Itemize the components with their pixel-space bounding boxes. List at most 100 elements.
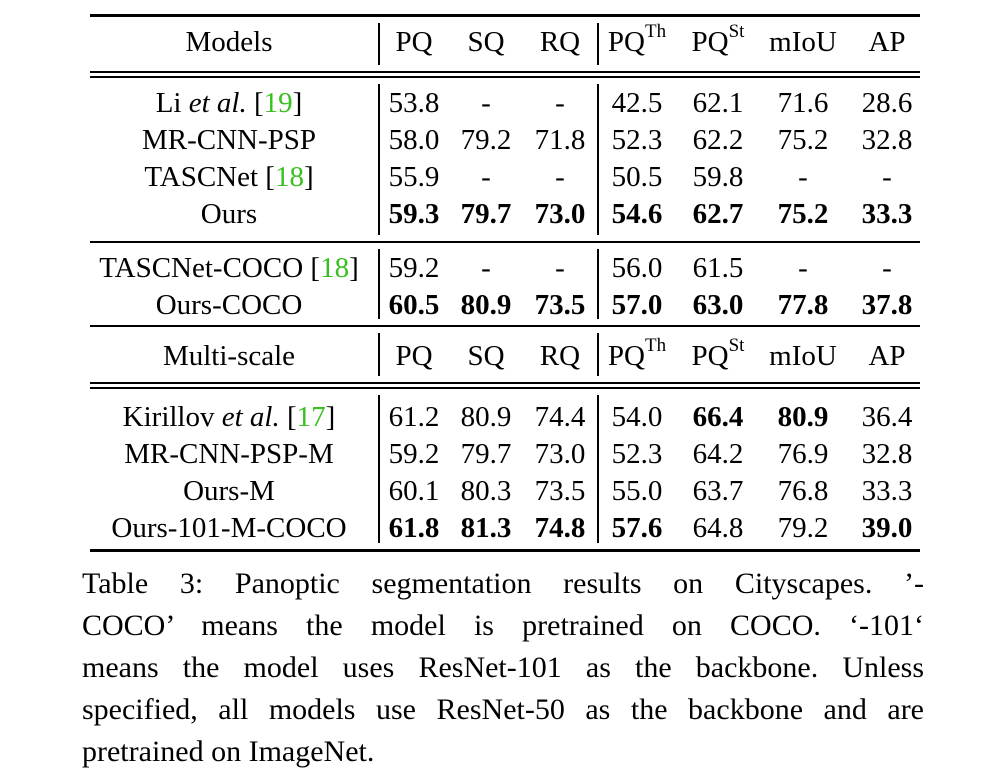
table-cell: 33.3 [861,475,913,507]
table-cell: 58.0 [388,124,440,156]
header-metric: mIoU [758,338,848,374]
table-cell: 79.7 [460,198,512,230]
table-cell: 62.1 [692,87,744,119]
table-cell: 33.3 [861,198,913,230]
table-cell: - [798,252,808,284]
table-cell: 80.9 [460,401,512,433]
table-cell: 61.2 [388,401,440,433]
caption-line: Table 3: Panoptic segmentation results o… [82,567,924,600]
table-cell: - [882,252,892,284]
model-name: Li et al. [19] [155,87,303,119]
header-label: PQ [691,26,729,58]
table-cell: 73.0 [534,438,586,470]
table-cell: 80.9 [460,289,512,321]
table-cell: 55.9 [388,161,440,193]
table-cell: 61.5 [692,252,744,284]
column-separator [597,84,599,235]
header-metric: PQSt [673,336,763,374]
table-cell: - [555,161,565,193]
column-separator [378,395,380,543]
rule-line [90,76,920,78]
header-label: PQ [395,340,433,372]
table-cell: 75.2 [777,124,829,156]
header-metric: PQ [369,338,459,374]
table-cell: 63.7 [692,475,744,507]
table-cell: 57.0 [611,289,663,321]
table-cell: 42.5 [611,87,663,119]
table-cell: 50.5 [611,161,663,193]
header-label: PQ [607,26,645,58]
table-cell: 71.8 [534,124,586,156]
table-cell: 81.3 [460,512,512,544]
header-label: PQ [691,340,729,372]
table-cell: 39.0 [861,512,913,544]
table-cell: 71.6 [777,87,829,119]
caption-line: means the model uses ResNet-101 as the b… [82,651,924,684]
model-name: Ours-COCO [155,289,303,321]
table-cell: - [882,161,892,193]
rule-line [90,387,920,389]
table-cell: 59.3 [388,198,440,230]
model-name: Kirillov et al. [17] [122,401,336,433]
table-cell: 52.3 [611,438,663,470]
caption-line: COCO’ means the model is pretrained on C… [82,609,924,642]
header-label: Multi-scale [162,340,296,372]
table-cell: 64.8 [692,512,744,544]
table-cell: 52.3 [611,124,663,156]
header-metric: RQ [515,338,605,374]
header-label: Models [185,26,273,58]
header-metric: PQSt [673,22,763,60]
table-cell: - [555,87,565,119]
header-metric: SQ [441,338,531,374]
column-separator [597,249,599,319]
header-label: mIoU [769,26,837,58]
table-cell: - [481,161,491,193]
table-cell: 62.2 [692,124,744,156]
column-separator [378,23,380,65]
table-cell: 32.8 [861,124,913,156]
table-cell: 36.4 [861,401,913,433]
table-cell: 59.8 [692,161,744,193]
caption-line: pretrained on ImageNet. [82,735,375,768]
header-label: SQ [467,26,505,58]
table-cell: 64.2 [692,438,744,470]
header-label: AP [868,340,906,372]
header-metric: PQTh [592,336,682,374]
column-separator [597,333,599,376]
table-cell: 80.9 [777,401,829,433]
model-name: TASCNet [18] [144,161,314,193]
table-cell: 73.5 [534,289,586,321]
header-superscript: Th [644,21,667,42]
model-name: Ours [200,198,258,230]
rule-line [90,71,920,73]
model-name: MR-CNN-PSP [141,124,317,156]
rule-line [90,382,920,384]
table-cell: 32.8 [861,438,913,470]
header-label: AP [868,26,906,58]
table-cell: 59.2 [388,438,440,470]
table-cell: 80.3 [460,475,512,507]
table-cell: - [481,87,491,119]
table-cell: 74.8 [534,512,586,544]
table-cell: 79.2 [460,124,512,156]
column-separator [597,23,599,65]
table-cell: 57.6 [611,512,663,544]
table-cell: 63.0 [692,289,744,321]
table-cell: 73.0 [534,198,586,230]
table-cell: 66.4 [692,401,744,433]
header-metric: mIoU [758,24,848,60]
table-cell: 37.8 [861,289,913,321]
table-cell: 79.2 [777,512,829,544]
table-cell: 79.7 [460,438,512,470]
table-cell: 54.6 [611,198,663,230]
table-cell: 75.2 [777,198,829,230]
table-cell: 76.8 [777,475,829,507]
table-cell: 76.9 [777,438,829,470]
table-cell: 59.2 [388,252,440,284]
column-separator [378,333,380,376]
table-cell: - [798,161,808,193]
column-separator [378,84,380,235]
table-cell: 54.0 [611,401,663,433]
header-metric: PQTh [592,21,682,60]
table-cell: 77.8 [777,289,829,321]
